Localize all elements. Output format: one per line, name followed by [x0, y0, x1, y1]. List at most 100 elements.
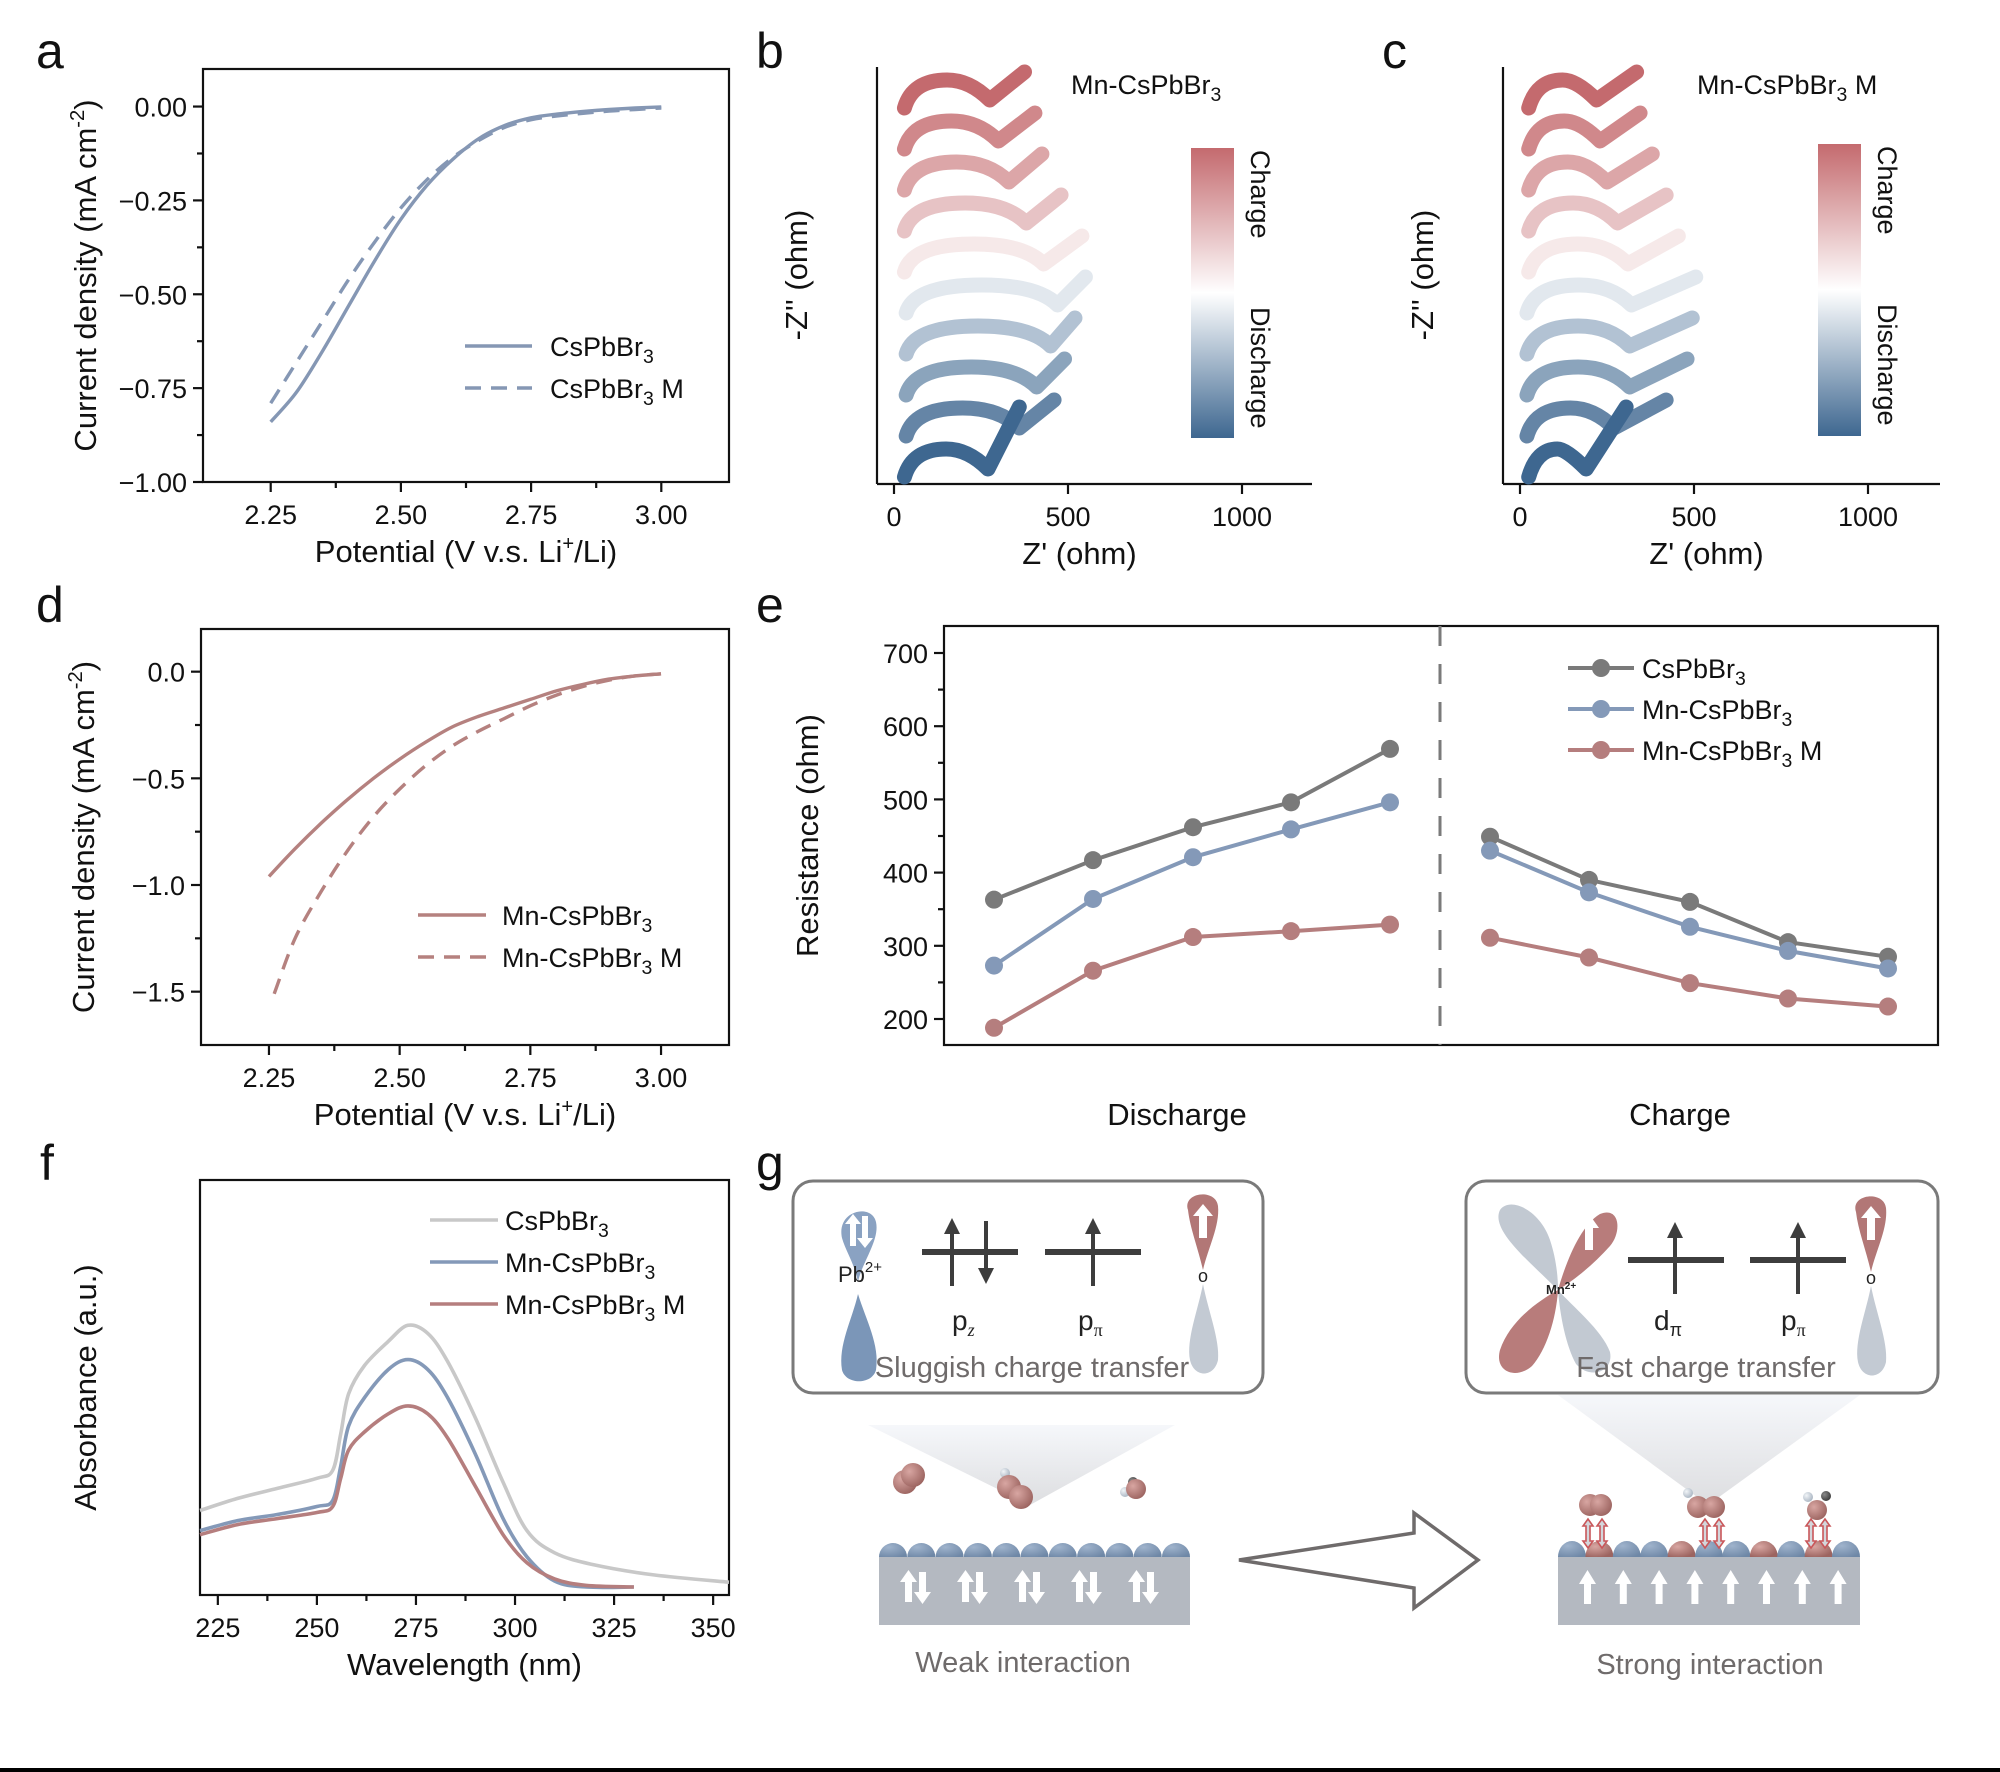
panel-label-c: c: [1382, 23, 1407, 79]
data-point-cspbbr3: [1481, 827, 1499, 846]
mn-ion-label: Mn2+: [1546, 1281, 1576, 1297]
spin-down-arrowhead: [914, 1592, 931, 1604]
pz-orbital-level: [922, 1218, 1018, 1286]
y-axis-label: Resistance (ohm): [790, 714, 825, 957]
molecules-right: [1579, 1488, 1831, 1520]
data-point-cspbbr3: [1580, 870, 1598, 889]
x-tick-label: 3.00: [635, 500, 688, 530]
y-axis-label: Current density (mA cm-2): [65, 661, 101, 1013]
legend-label: Mn-CsPbBr3 M: [505, 1290, 685, 1326]
colorbar: [1191, 148, 1234, 438]
data-point-mn-cspbbr3-m: [1084, 961, 1102, 980]
legend-label: CsPbBr3: [550, 332, 654, 368]
y-tick-label: 0.00: [134, 93, 187, 123]
nyquist-curve: [1519, 269, 1704, 321]
spin-up-arrowhead: [1579, 1570, 1596, 1584]
data-point-mn-cspbbr3: [1779, 941, 1797, 960]
data-point-mn-cspbbr3: [1381, 793, 1399, 812]
y-tick-label: −0.75: [119, 374, 187, 404]
series-line-cspbbr3: [199, 1323, 730, 1584]
spin-down-arrowhead: [1142, 1592, 1159, 1604]
surface-atom: [935, 1543, 964, 1557]
data-point-mn-cspbbr3-m: [1282, 922, 1300, 941]
x-tick-label: 2.25: [244, 500, 297, 530]
surface-atom: [1777, 1541, 1806, 1557]
spin-down-arrowhead: [1028, 1592, 1045, 1604]
data-point-mn-cspbbr3: [1084, 889, 1102, 908]
surface-atom: [1020, 1543, 1049, 1557]
weak-interaction-caption: Weak interaction: [915, 1647, 1130, 1679]
x-tick-label: 500: [1671, 502, 1716, 532]
spin-up-arrow: [1019, 1580, 1026, 1602]
y-axis-label: Current density (mA cm-2): [67, 99, 103, 451]
surface-atom: [1077, 1543, 1106, 1557]
legend-label: CsPbBr3: [505, 1206, 609, 1242]
x-tick-label: 2.50: [375, 500, 428, 530]
surface-atom: [1105, 1543, 1134, 1557]
oxygen-orbital-icon-left: [1187, 1194, 1219, 1374]
interaction-double-arrow-icon: [1818, 1517, 1832, 1550]
spin-down-arrow: [1090, 1572, 1097, 1594]
nyquist-curve: [1519, 351, 1695, 403]
spin-down-arrow: [1033, 1572, 1040, 1594]
nyquist-curve: [898, 351, 1073, 403]
data-point-cspbbr3: [1084, 851, 1102, 870]
panel-label-f: f: [40, 1135, 54, 1191]
series-line-mn-cspbbr3: [267, 672, 662, 878]
legend-label: Mn-CsPbBr3 M: [1642, 736, 1822, 772]
panel-label-a: a: [36, 23, 64, 79]
spin-up-arrowhead: [1793, 1570, 1811, 1584]
surface-atom: [1585, 1541, 1614, 1557]
panel-title: Mn-CsPbBr3 M: [1697, 70, 1877, 106]
strong-interaction-caption: Strong interaction: [1596, 1649, 1823, 1681]
x-tick-label: 3.00: [635, 1063, 688, 1093]
spin-down-arrow: [976, 1572, 983, 1594]
y-tick-label: 600: [883, 712, 928, 742]
spin-up-arrow: [905, 1580, 912, 1602]
chart-d: 2.25 2.50 2.75 3.00 0.0 −0.5 −1.0 −1.5 Potential…: [65, 627, 731, 1132]
data-point-mn-cspbbr3-m: [985, 1018, 1003, 1037]
spin-up-arrowhead: [1071, 1570, 1088, 1582]
x-tick-label: 2.50: [373, 1063, 426, 1093]
interaction-double-arrow-icon: [1804, 1517, 1818, 1550]
x-tick-label: 300: [492, 1613, 537, 1643]
legend-label: CsPbBr3 M: [550, 374, 684, 410]
spin-up-arrowhead: [900, 1570, 917, 1582]
schematic-g: Pb2+ pz pπ o Sluggish charge transfer: [791, 1179, 1940, 1681]
x-tick-label: 275: [393, 1613, 438, 1643]
surface-atom: [1832, 1541, 1860, 1557]
transition-arrow-icon: [1238, 1509, 1481, 1612]
surface-atom: [879, 1543, 907, 1557]
y-tick-label: 0.0: [147, 658, 185, 688]
y-tick-label: −0.25: [119, 186, 187, 216]
plot-frame: [198, 1178, 731, 1597]
left-zoom-beam: [868, 1425, 1175, 1505]
sluggish-caption: Sluggish charge transfer: [875, 1352, 1190, 1384]
nyquist-curve: [1519, 310, 1700, 362]
x-axis-label: Z' (ohm): [1022, 536, 1136, 571]
spin-up-arrow: [962, 1580, 969, 1602]
data-point-mn-cspbbr3-m: [1481, 928, 1499, 947]
series-line-mn-cspbbr3: [199, 1357, 634, 1590]
spin-up-arrowhead: [1014, 1570, 1031, 1582]
chart-f: 225 250 275 300 325 350 Wavelength (nm) Absorba…: [68, 1178, 736, 1682]
dpi-label: dπ: [1654, 1305, 1682, 1340]
y-tick-label: −1.5: [132, 978, 185, 1008]
nyquist-curve: [898, 310, 1083, 362]
legend-label: Mn-CsPbBr3: [502, 901, 652, 937]
interaction-double-arrow-icon: [1595, 1517, 1609, 1550]
x-tick-label: 2.75: [504, 1063, 557, 1093]
spin-up-arrowhead: [1128, 1570, 1145, 1582]
legend-marker: [1592, 659, 1610, 677]
data-point-cspbbr3: [985, 890, 1003, 909]
chart-b: 0 500 1000 Z' (ohm) -Z'' (ohm) Mn-CsPbBr3 Char…: [779, 64, 1312, 571]
panel-label-d: d: [36, 577, 64, 633]
data-point-mn-cspbbr3: [1580, 883, 1598, 902]
legend-marker: [1592, 741, 1610, 759]
ppi-label-left: pπ: [1078, 1305, 1103, 1340]
nyquist-curve: [896, 64, 1032, 116]
chart-a: 2.25 2.50 2.75 3.00 0.00 −0.25 −0.50 −0.75 −1.00…: [67, 67, 731, 569]
y-tick-label: 300: [883, 932, 928, 962]
x-tick-label: 225: [195, 1613, 240, 1643]
